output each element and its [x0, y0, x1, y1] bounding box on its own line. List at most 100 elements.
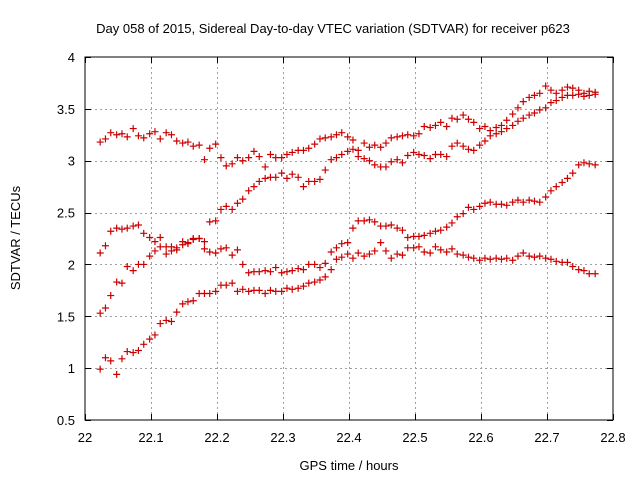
data-point	[410, 244, 418, 252]
data-point	[393, 224, 401, 232]
data-point	[448, 245, 456, 253]
data-point	[464, 145, 472, 153]
y-axis-label: SDTVAR / TECUs	[8, 185, 23, 290]
data-point	[184, 138, 192, 146]
data-point	[569, 169, 577, 177]
data-point	[278, 169, 286, 177]
data-point	[514, 252, 522, 260]
data-point	[299, 146, 307, 154]
data-point	[123, 133, 131, 141]
data-point	[134, 132, 142, 140]
data-point	[371, 141, 379, 149]
data-point	[283, 150, 291, 158]
data-point	[156, 320, 164, 328]
data-point	[365, 250, 373, 258]
data-point	[542, 254, 550, 262]
grid-lines	[85, 57, 613, 420]
y-tick-label: 1.5	[57, 309, 75, 324]
data-point	[437, 118, 445, 126]
data-point	[420, 248, 428, 256]
data-point	[459, 142, 467, 150]
data-point	[321, 166, 329, 174]
data-point	[173, 246, 181, 254]
data-point	[497, 128, 505, 136]
data-point	[200, 245, 208, 253]
data-point	[542, 104, 550, 112]
data-point	[354, 217, 362, 225]
data-point	[212, 140, 220, 148]
data-point	[585, 91, 593, 99]
data-point	[162, 129, 170, 137]
series-sat-a	[96, 82, 599, 171]
data-point	[134, 221, 142, 229]
data-point	[239, 195, 247, 203]
data-point	[299, 282, 307, 290]
data-point	[107, 357, 115, 365]
data-point	[184, 298, 192, 306]
data-point	[206, 144, 214, 152]
data-point	[448, 219, 456, 227]
data-point	[344, 133, 352, 141]
data-point	[283, 174, 291, 182]
data-point	[580, 159, 588, 167]
data-point	[250, 147, 258, 155]
data-point	[283, 268, 291, 276]
data-point	[233, 154, 241, 162]
data-point	[525, 111, 533, 119]
data-point	[542, 82, 550, 90]
data-point	[167, 131, 175, 139]
data-point	[371, 161, 379, 169]
data-point	[118, 225, 126, 233]
data-point	[420, 122, 428, 130]
data-point	[255, 177, 263, 185]
data-point	[316, 135, 324, 143]
y-tick-label: 3.5	[57, 102, 75, 117]
data-point	[443, 223, 451, 231]
data-point	[437, 150, 445, 158]
data-point	[514, 104, 522, 112]
data-point	[431, 227, 439, 235]
data-point	[398, 159, 406, 167]
data-point	[151, 128, 159, 136]
data-point	[525, 252, 533, 260]
data-point	[206, 289, 214, 297]
data-point	[360, 252, 368, 260]
data-point	[585, 160, 593, 168]
data-point	[580, 92, 588, 100]
data-point	[239, 157, 247, 165]
data-point	[398, 132, 406, 140]
data-point	[332, 255, 340, 263]
data-point	[415, 150, 423, 158]
y-tick-label: 2	[68, 257, 75, 272]
data-point	[470, 146, 478, 154]
data-point	[245, 187, 253, 195]
data-point	[228, 251, 236, 259]
data-point	[459, 210, 467, 218]
data-point	[140, 340, 148, 348]
data-point	[305, 260, 313, 268]
data-point	[167, 317, 175, 325]
data-point	[288, 267, 296, 275]
data-point	[558, 86, 566, 94]
data-point	[563, 174, 571, 182]
data-point	[173, 308, 181, 316]
data-point	[151, 238, 159, 246]
data-point	[305, 279, 313, 287]
data-point	[146, 130, 154, 138]
data-point	[146, 252, 154, 260]
data-point	[228, 279, 236, 287]
data-point	[261, 174, 269, 182]
data-point	[569, 84, 577, 92]
data-point	[212, 217, 220, 225]
data-point	[387, 134, 395, 142]
data-point	[371, 218, 379, 226]
data-point	[459, 111, 467, 119]
x-tick-label: 22.5	[402, 430, 427, 445]
data-point	[245, 269, 253, 277]
data-point	[294, 284, 302, 292]
data-point	[184, 240, 192, 248]
data-point	[294, 173, 302, 181]
data-point	[123, 348, 131, 356]
data-point	[272, 287, 280, 295]
